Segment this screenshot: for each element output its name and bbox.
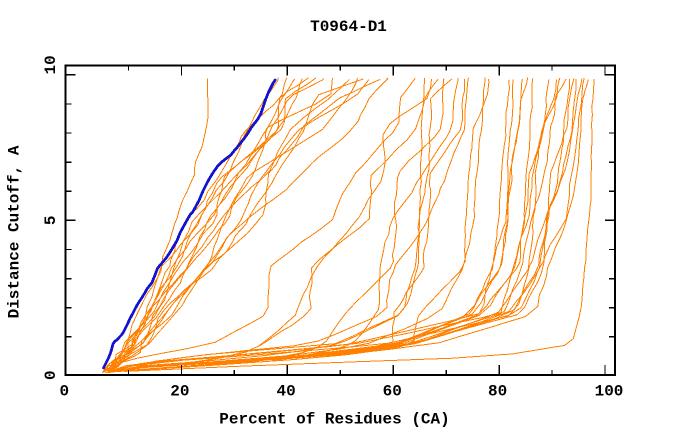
svg-text:Percent of Residues (CA): Percent of Residues (CA) [219,411,449,429]
svg-text:5: 5 [42,215,60,225]
svg-text:40: 40 [276,382,295,400]
svg-text:20: 20 [170,382,189,400]
svg-text:60: 60 [383,382,402,400]
svg-text:10: 10 [42,55,60,74]
svg-text:T0964-D1: T0964-D1 [310,18,387,36]
svg-text:80: 80 [488,382,507,400]
svg-text:Distance Cutoff, A: Distance Cutoff, A [6,145,24,318]
svg-text:0: 0 [59,382,69,400]
svg-text:100: 100 [595,382,624,400]
svg-text:0: 0 [42,370,60,380]
